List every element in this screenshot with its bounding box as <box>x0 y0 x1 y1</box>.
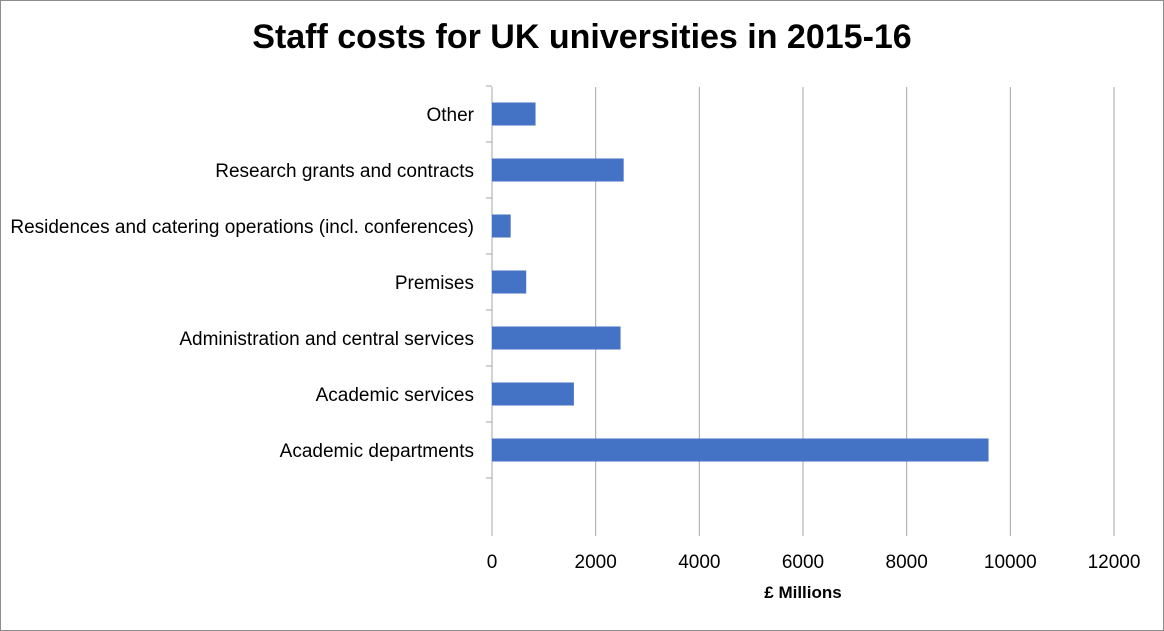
category-label: Premises <box>395 273 474 294</box>
x-tick-label: 8000 <box>886 552 928 573</box>
x-tick-label: 6000 <box>782 552 824 573</box>
x-tick-label: 2000 <box>575 552 617 573</box>
category-label: Academic departments <box>280 441 474 462</box>
x-tick-label: 12000 <box>1088 552 1141 573</box>
category-label: Administration and central services <box>179 329 474 350</box>
chart-title: Staff costs for UK universities in 2015-… <box>252 18 912 56</box>
x-tick-label: 10000 <box>984 552 1037 573</box>
x-tick-label: 0 <box>487 552 498 573</box>
bar-academic-departments <box>492 438 989 462</box>
bar-academic-services <box>492 382 574 406</box>
category-label: Academic services <box>316 385 474 406</box>
x-axis-title: £ Millions <box>764 583 841 602</box>
bar-premises <box>492 270 527 294</box>
bar-administration-and-central-services <box>492 326 621 350</box>
bar-other <box>492 102 536 126</box>
bar-research-grants-and-contracts <box>492 158 624 182</box>
bar-residences-and-catering-operations-incl-conferences <box>492 214 511 238</box>
category-label: Research grants and contracts <box>215 161 474 182</box>
category-label: Other <box>426 105 474 126</box>
category-label: Residences and catering operations (incl… <box>10 217 474 238</box>
x-tick-label: 4000 <box>678 552 720 573</box>
